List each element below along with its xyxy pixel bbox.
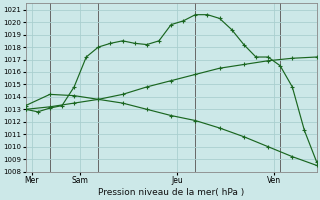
X-axis label: Pression niveau de la mer( hPa ): Pression niveau de la mer( hPa ): [98, 188, 244, 197]
